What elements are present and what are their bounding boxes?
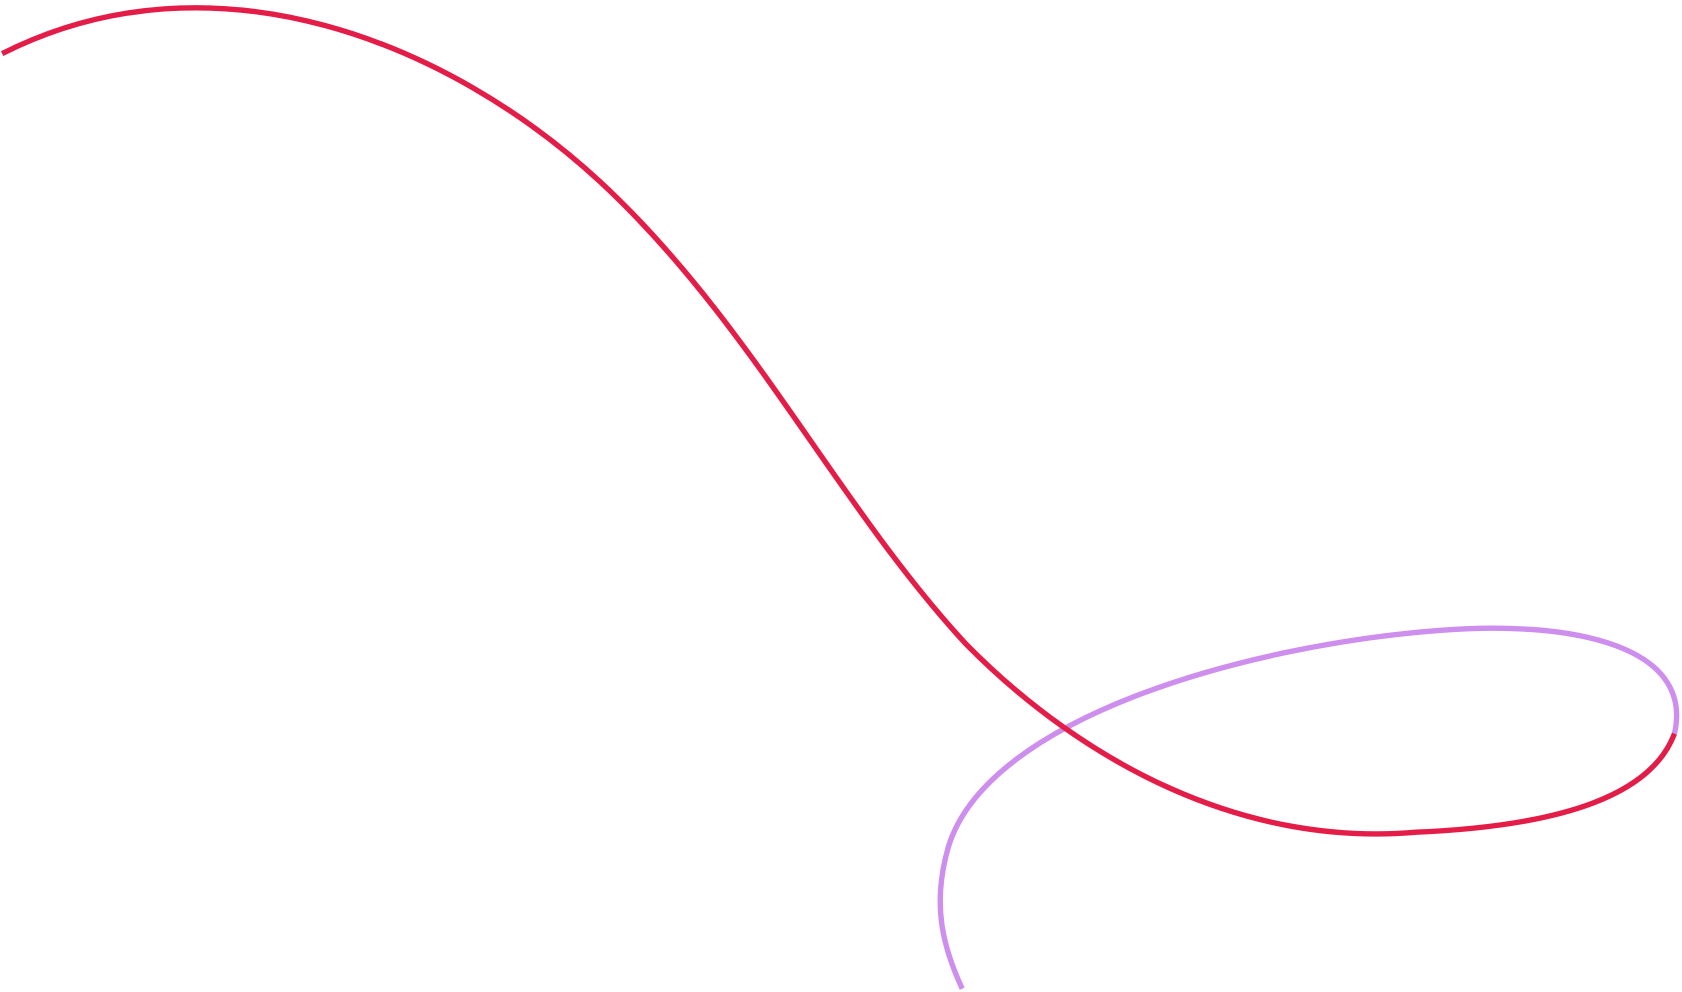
lilac-loop-curve bbox=[937, 625, 1680, 990]
red-swoosh-curve bbox=[0, 5, 1678, 837]
